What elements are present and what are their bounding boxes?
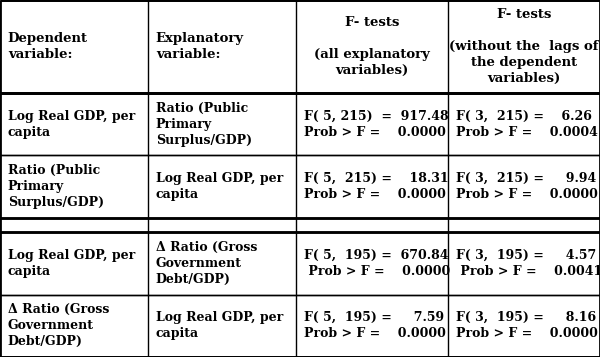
Text: Log Real GDP, per
capita: Log Real GDP, per capita <box>156 172 283 201</box>
Text: Δ Ratio (Gross
Government
Debt/GDP): Δ Ratio (Gross Government Debt/GDP) <box>8 303 109 348</box>
Text: F( 3,  195) =     8.16
Prob > F =    0.0000: F( 3, 195) = 8.16 Prob > F = 0.0000 <box>456 311 598 340</box>
Text: F( 5,  215) =    18.31
Prob > F =    0.0000: F( 5, 215) = 18.31 Prob > F = 0.0000 <box>304 172 448 201</box>
Text: Log Real GDP, per
capita: Log Real GDP, per capita <box>156 311 283 340</box>
Text: F- tests

(all explanatory
variables): F- tests (all explanatory variables) <box>314 16 430 77</box>
Text: Log Real GDP, per
capita: Log Real GDP, per capita <box>8 249 135 278</box>
Text: Dependent
variable:: Dependent variable: <box>8 32 88 61</box>
Text: F( 3,  215) =    6.26
Prob > F =    0.0004: F( 3, 215) = 6.26 Prob > F = 0.0004 <box>456 110 598 139</box>
Text: Ratio (Public
Primary
Surplus/GDP): Ratio (Public Primary Surplus/GDP) <box>8 164 104 209</box>
Text: F- tests

(without the  lags of
the dependent
variables): F- tests (without the lags of the depend… <box>449 8 599 85</box>
Text: F( 3,  195) =     4.57
 Prob > F =    0.0041: F( 3, 195) = 4.57 Prob > F = 0.0041 <box>456 249 600 278</box>
Text: Log Real GDP, per
capita: Log Real GDP, per capita <box>8 110 135 139</box>
Text: Δ Ratio (Gross
Government
Debt/GDP): Δ Ratio (Gross Government Debt/GDP) <box>156 241 257 286</box>
Text: Explanatory
variable:: Explanatory variable: <box>156 32 244 61</box>
Text: F( 5,  195) =  670.84
 Prob > F =    0.0000: F( 5, 195) = 670.84 Prob > F = 0.0000 <box>304 249 450 278</box>
Text: F( 5,  195) =     7.59
Prob > F =    0.0000: F( 5, 195) = 7.59 Prob > F = 0.0000 <box>304 311 446 340</box>
Text: Ratio (Public
Primary
Surplus/GDP): Ratio (Public Primary Surplus/GDP) <box>156 101 252 147</box>
Text: F( 5, 215)  =  917.48
Prob > F =    0.0000: F( 5, 215) = 917.48 Prob > F = 0.0000 <box>304 110 448 139</box>
Text: F( 3,  215) =     9.94
Prob > F =    0.0000: F( 3, 215) = 9.94 Prob > F = 0.0000 <box>456 172 598 201</box>
